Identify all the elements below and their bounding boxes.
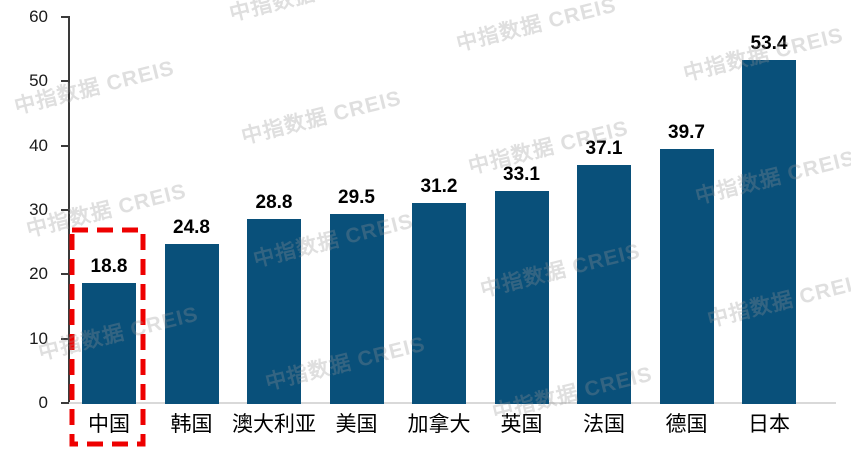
bar-澳大利亚 xyxy=(247,218,301,404)
x-axis-category-label: 加拿大 xyxy=(407,413,471,436)
bar-value-label: 18.8 xyxy=(90,256,128,278)
bar-美国 xyxy=(329,214,384,404)
bar-德国 xyxy=(659,148,714,404)
y-axis-line xyxy=(68,16,70,404)
bar-value-label: 31.2 xyxy=(420,176,458,198)
y-axis-tick-label: 0 xyxy=(38,393,48,412)
bar-加拿大 xyxy=(412,203,466,404)
y-axis-tick xyxy=(61,337,69,340)
watermark-text: 中指数据 CREIS xyxy=(227,0,392,27)
y-axis-tick-label: 50 xyxy=(29,71,48,91)
y-axis-tick xyxy=(61,402,69,404)
bar-value-label: 39.7 xyxy=(668,121,705,143)
y-axis-tick-label: 60 xyxy=(29,7,48,26)
bar-value-label: 24.8 xyxy=(173,217,210,239)
bar-中国 xyxy=(82,283,136,404)
watermark-text: 中指数据 CREIS xyxy=(454,0,619,56)
y-axis-tick-label: 40 xyxy=(29,135,48,155)
y-axis-tick-label: 10 xyxy=(29,328,48,348)
bar-法国 xyxy=(577,165,631,404)
bar-日本 xyxy=(742,60,796,404)
x-axis-category-label: 美国 xyxy=(335,413,378,436)
bar-value-label: 28.8 xyxy=(255,191,293,213)
x-axis-category-label: 澳大利亚 xyxy=(232,413,316,436)
y-axis-tick-label: 30 xyxy=(29,200,48,219)
watermark-text: 中指数据 CREIS xyxy=(239,86,404,149)
y-axis-tick xyxy=(61,16,69,18)
bar-韩国 xyxy=(164,244,219,404)
bar-value-label: 37.1 xyxy=(585,138,623,160)
y-axis-tick-label: 20 xyxy=(29,264,48,284)
y-axis-tick xyxy=(61,80,69,83)
y-axis-tick xyxy=(61,209,69,211)
bar-value-label: 29.5 xyxy=(338,187,375,209)
x-axis-category-label: 英国 xyxy=(500,413,543,436)
y-axis-tick xyxy=(61,273,69,276)
bar-value-label: 53.4 xyxy=(750,33,788,55)
y-axis-tick xyxy=(61,144,69,147)
x-axis-category-label: 日本 xyxy=(748,413,790,436)
bar-value-label: 33.1 xyxy=(503,164,540,186)
x-axis-category-label: 韩国 xyxy=(170,413,213,436)
x-axis-category-label: 法国 xyxy=(583,413,625,436)
x-axis-category-label: 德国 xyxy=(665,413,708,436)
bar-英国 xyxy=(494,191,549,404)
